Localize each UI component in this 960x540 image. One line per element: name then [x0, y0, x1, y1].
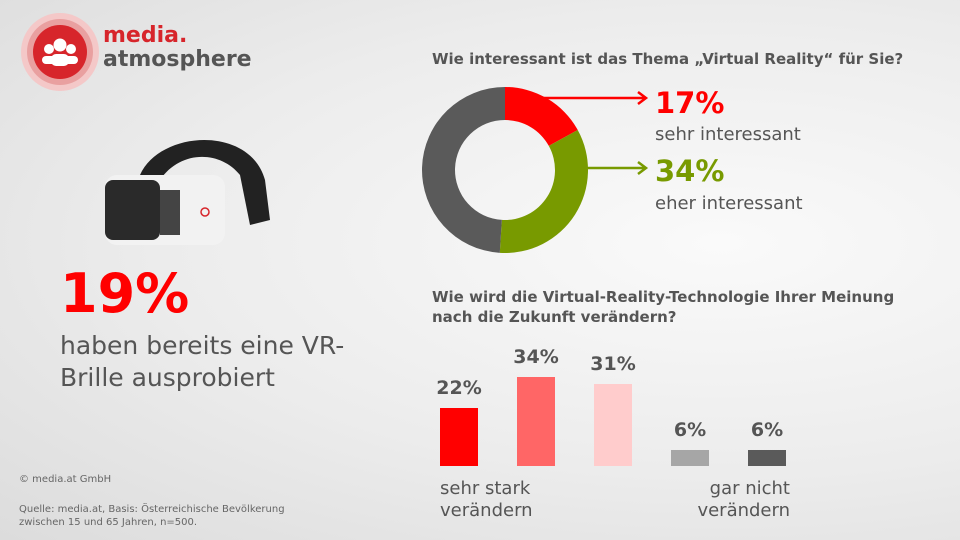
donut-slice: [505, 87, 578, 146]
bar: [748, 450, 786, 466]
axis-right-label: gar nicht verändern: [697, 478, 790, 521]
slice-label: eher interessant: [655, 193, 803, 214]
bar: [671, 450, 709, 466]
bar-value-label: 6%: [750, 419, 784, 442]
logo-text-sub: atmosphere: [103, 47, 252, 72]
donut-slice: [422, 87, 505, 253]
bar-value-label: 34%: [513, 345, 559, 368]
bar-value-label: 31%: [590, 353, 636, 376]
axis-left-label: sehr stark verändern: [440, 478, 533, 521]
bar-value-label: 6%: [673, 419, 707, 442]
slice-label: sehr interessant: [655, 124, 801, 145]
pointer-arrow: [580, 161, 649, 175]
bar: [440, 408, 478, 466]
donut-title: Wie interessant ist das Thema „Virtual R…: [432, 50, 904, 68]
bar-title: Wie wird die Virtual-Reality-Technologie…: [432, 288, 895, 326]
pointer-arrow: [508, 91, 649, 105]
bar-value-label: 22%: [436, 377, 482, 400]
slice-label-value: 34%: [655, 154, 725, 188]
bar: [517, 376, 555, 466]
donut-slice: [499, 130, 588, 253]
vr-headset-image: [105, 140, 270, 245]
bar: [594, 384, 632, 466]
logo-text: media.: [103, 23, 188, 48]
logo-icon: [21, 13, 99, 91]
copyright: © media.at GmbH: [19, 474, 112, 485]
headline-value: 19%: [60, 262, 190, 325]
headline-text: haben bereits eine VR-Brille ausprobiert: [60, 331, 345, 392]
source-note: Quelle: media.at, Basis: Österreichische…: [19, 504, 285, 528]
slice-label-value: 17%: [655, 86, 725, 120]
donut-chart: [422, 87, 649, 253]
